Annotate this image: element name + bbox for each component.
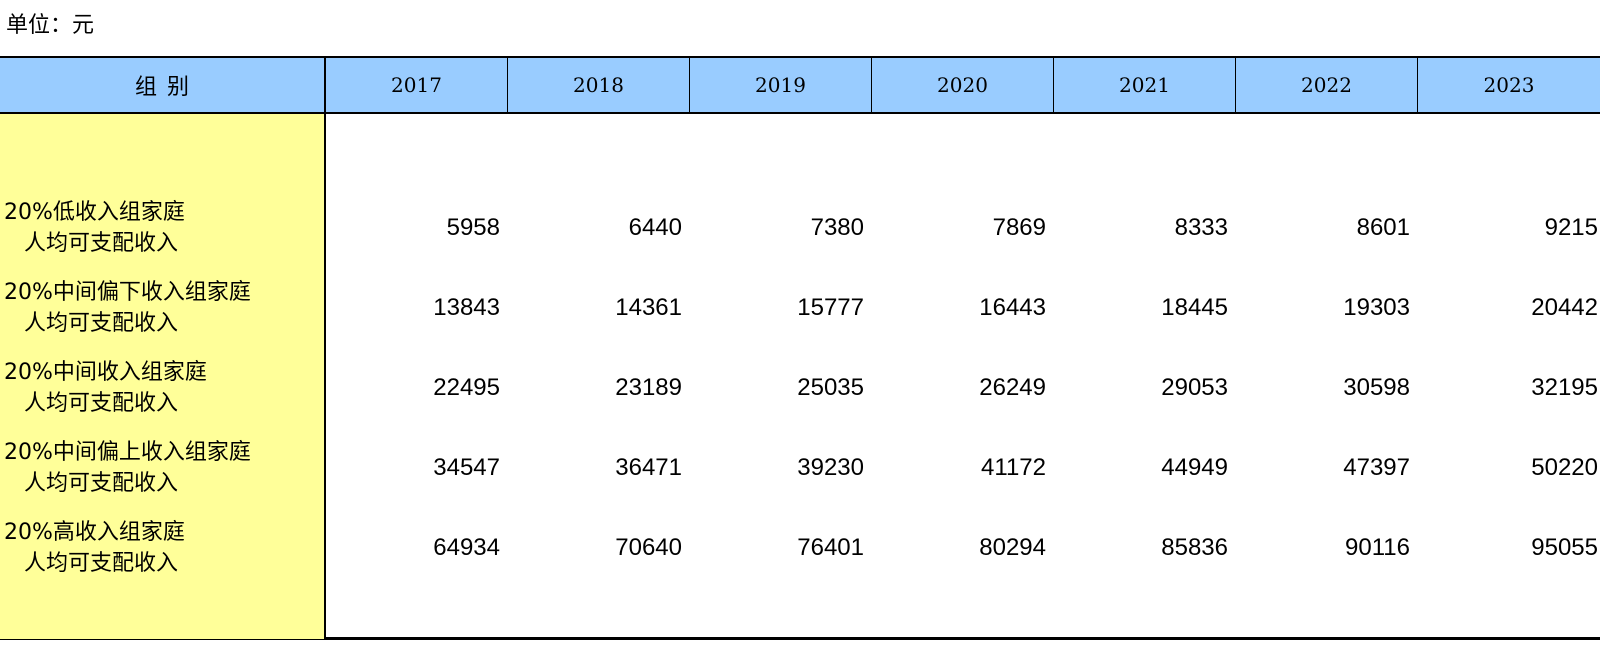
year-header-2022: 2022: [1236, 58, 1418, 112]
table-cell: 30598: [1343, 374, 1410, 401]
row-label: 20%中间偏下收入组家庭 人均可支配收入: [0, 277, 326, 339]
row-label: 20%中间偏上收入组家庭 人均可支配收入: [0, 437, 326, 499]
table-cell: 9215: [1544, 214, 1598, 241]
table-cell: 14361: [615, 294, 682, 321]
group-column-header: 组别: [0, 58, 326, 112]
table-cell: 8601: [1356, 214, 1410, 241]
table-cell: 80294: [979, 534, 1046, 561]
row-label-line2: 人均可支配收入: [24, 231, 179, 256]
table-header-row: 组别 2017 2018 2019 2020 2021 2022 2023: [0, 58, 1600, 114]
table-cell: 76401: [797, 534, 864, 561]
table-cell: 26249: [979, 374, 1046, 401]
row-label: 20%低收入组家庭 人均可支配收入: [0, 197, 326, 259]
table-cell: 7380: [810, 214, 864, 241]
row-label-line2: 人均可支配收入: [24, 391, 179, 416]
table-cell: 18445: [1161, 294, 1228, 321]
table-cell: 20442: [1531, 294, 1598, 321]
row-label-line2: 人均可支配收入: [24, 551, 179, 576]
table-cell: 95055: [1531, 534, 1598, 561]
table-row: 20%中间收入组家庭 人均可支配收入 22495 23189 25035 262…: [0, 348, 1600, 428]
row-label: 20%中间收入组家庭 人均可支配收入: [0, 357, 326, 419]
table-cell: 44949: [1161, 454, 1228, 481]
table-cell: 8333: [1174, 214, 1228, 241]
table-cell: 64934: [433, 534, 500, 561]
unit-label: 单位：元: [6, 13, 95, 38]
year-header-2021: 2021: [1054, 58, 1236, 112]
income-table: 组别 2017 2018 2019 2020 2021 2022 2023 20…: [0, 56, 1600, 640]
group-label-column: [0, 114, 326, 639]
year-header-2019: 2019: [690, 58, 872, 112]
table-cell: 70640: [615, 534, 682, 561]
table-cell: 32195: [1531, 374, 1598, 401]
table-cell: 34547: [433, 454, 500, 481]
year-header-2023: 2023: [1483, 73, 1535, 97]
row-label-line1: 20%中间偏上收入组家庭: [4, 440, 251, 465]
row-label-line1: 20%高收入组家庭: [4, 520, 185, 545]
table-cell: 50220: [1531, 454, 1598, 481]
table-cell: 15777: [797, 294, 864, 321]
table-cell: 5958: [446, 214, 500, 241]
table-cell: 6440: [628, 214, 682, 241]
table-cell: 90116: [1345, 534, 1410, 561]
table-cell: 25035: [797, 374, 864, 401]
table-cell: 39230: [797, 454, 864, 481]
row-label: 20%高收入组家庭 人均可支配收入: [0, 517, 326, 579]
year-header-2020: 2020: [872, 58, 1054, 112]
table-row: 20%高收入组家庭 人均可支配收入 64934 70640 76401 8029…: [0, 508, 1600, 588]
table-cell: 41172: [981, 454, 1046, 481]
table-row: 20%中间偏上收入组家庭 人均可支配收入 34547 36471 39230 4…: [0, 428, 1600, 508]
year-header-2018: 2018: [508, 58, 690, 112]
row-label-line2: 人均可支配收入: [24, 311, 179, 336]
year-header-2017: 2017: [326, 58, 508, 112]
row-label-line1: 20%中间偏下收入组家庭: [4, 280, 251, 305]
table-cell: 22495: [433, 374, 500, 401]
row-label-line2: 人均可支配收入: [24, 471, 179, 496]
table-cell: 7869: [992, 214, 1046, 241]
table-cell: 19303: [1343, 294, 1410, 321]
table-cell: 36471: [615, 454, 682, 481]
row-label-line1: 20%低收入组家庭: [4, 200, 185, 225]
table-cell: 85836: [1161, 534, 1228, 561]
row-label-line1: 20%中间收入组家庭: [4, 360, 207, 385]
table-cell: 29053: [1161, 374, 1228, 401]
table-body: 20%低收入组家庭 人均可支配收入 5958 6440 7380 7869 83…: [0, 188, 1600, 588]
table-cell: 47397: [1343, 454, 1410, 481]
table-row: 20%中间偏下收入组家庭 人均可支配收入 13843 14361 15777 1…: [0, 268, 1600, 348]
table-cell: 16443: [979, 294, 1046, 321]
table-cell: 13843: [433, 294, 500, 321]
table-cell: 23189: [615, 374, 682, 401]
table-row: 20%低收入组家庭 人均可支配收入 5958 6440 7380 7869 83…: [0, 188, 1600, 268]
